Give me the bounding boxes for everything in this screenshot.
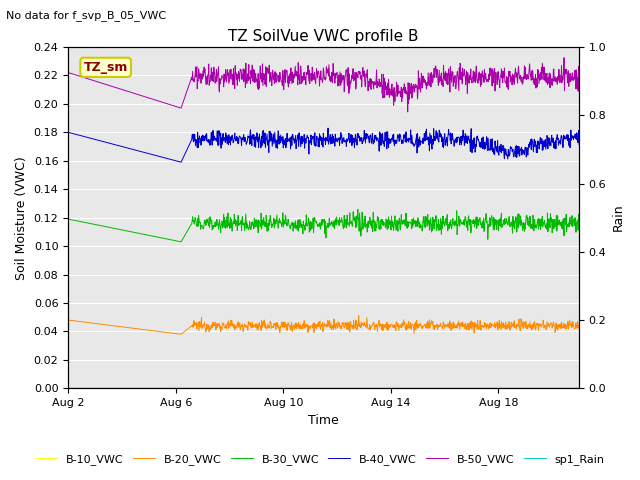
Line: B-30_VWC: B-30_VWC [68, 209, 579, 242]
B-50_VWC [404, 109, 412, 115]
B-20_VWC [150, 328, 158, 334]
B-10_VWC [132, 385, 140, 391]
B-40_VWC [324, 125, 332, 131]
B-30_VWC [286, 226, 294, 231]
B-50_VWC [236, 66, 244, 72]
B-30_VWC [354, 206, 362, 212]
sp1_Rain [132, 385, 140, 391]
sp1_Rain [575, 385, 583, 391]
B-20_VWC [237, 325, 244, 331]
Text: TZ_sm: TZ_sm [83, 61, 128, 74]
B-20_VWC [355, 313, 362, 319]
B-20_VWC [64, 317, 72, 323]
B-20_VWC [286, 325, 294, 331]
B-10_VWC [333, 385, 340, 391]
Line: B-40_VWC: B-40_VWC [68, 128, 579, 162]
B-50_VWC [64, 70, 72, 75]
B-20_VWC [333, 321, 341, 327]
sp1_Rain [64, 385, 72, 391]
B-10_VWC [150, 385, 158, 391]
B-50_VWC [286, 71, 294, 77]
B-30_VWC [237, 218, 244, 224]
B-20_VWC [177, 331, 185, 337]
sp1_Rain [150, 385, 158, 391]
B-10_VWC [286, 385, 294, 391]
B-10_VWC [236, 385, 244, 391]
B-30_VWC [177, 239, 185, 245]
B-40_VWC [132, 147, 140, 153]
B-50_VWC [132, 91, 140, 97]
B-50_VWC [575, 64, 583, 70]
B-20_VWC [575, 326, 583, 332]
B-40_VWC [237, 135, 244, 141]
B-30_VWC [64, 216, 72, 222]
B-40_VWC [344, 137, 352, 143]
B-40_VWC [177, 159, 185, 165]
Y-axis label: Rain: Rain [612, 204, 625, 231]
B-50_VWC [560, 55, 568, 60]
X-axis label: Time: Time [308, 414, 339, 427]
B-40_VWC [333, 139, 341, 144]
B-30_VWC [344, 222, 351, 228]
B-30_VWC [333, 218, 341, 224]
Legend: B-10_VWC, B-20_VWC, B-30_VWC, B-40_VWC, B-50_VWC, sp1_Rain: B-10_VWC, B-20_VWC, B-30_VWC, B-40_VWC, … [31, 450, 609, 469]
Line: B-20_VWC: B-20_VWC [68, 316, 579, 334]
B-40_VWC [64, 130, 72, 135]
Line: B-50_VWC: B-50_VWC [68, 58, 579, 112]
sp1_Rain [236, 385, 244, 391]
sp1_Rain [286, 385, 294, 391]
Title: TZ SoilVue VWC profile B: TZ SoilVue VWC profile B [228, 29, 419, 44]
B-20_VWC [132, 326, 140, 332]
B-30_VWC [575, 224, 583, 229]
sp1_Rain [344, 385, 351, 391]
B-40_VWC [575, 142, 583, 147]
sp1_Rain [333, 385, 340, 391]
B-20_VWC [344, 320, 351, 325]
B-50_VWC [333, 72, 340, 78]
Text: No data for f_svp_B_05_VWC: No data for f_svp_B_05_VWC [6, 10, 166, 21]
B-30_VWC [150, 234, 158, 240]
B-30_VWC [132, 230, 140, 236]
B-40_VWC [150, 152, 158, 158]
B-50_VWC [150, 97, 158, 103]
B-10_VWC [344, 385, 351, 391]
B-50_VWC [344, 80, 351, 86]
Y-axis label: Soil Moisture (VWC): Soil Moisture (VWC) [15, 156, 28, 279]
B-10_VWC [64, 385, 72, 391]
B-40_VWC [286, 135, 294, 141]
B-10_VWC [575, 385, 583, 391]
